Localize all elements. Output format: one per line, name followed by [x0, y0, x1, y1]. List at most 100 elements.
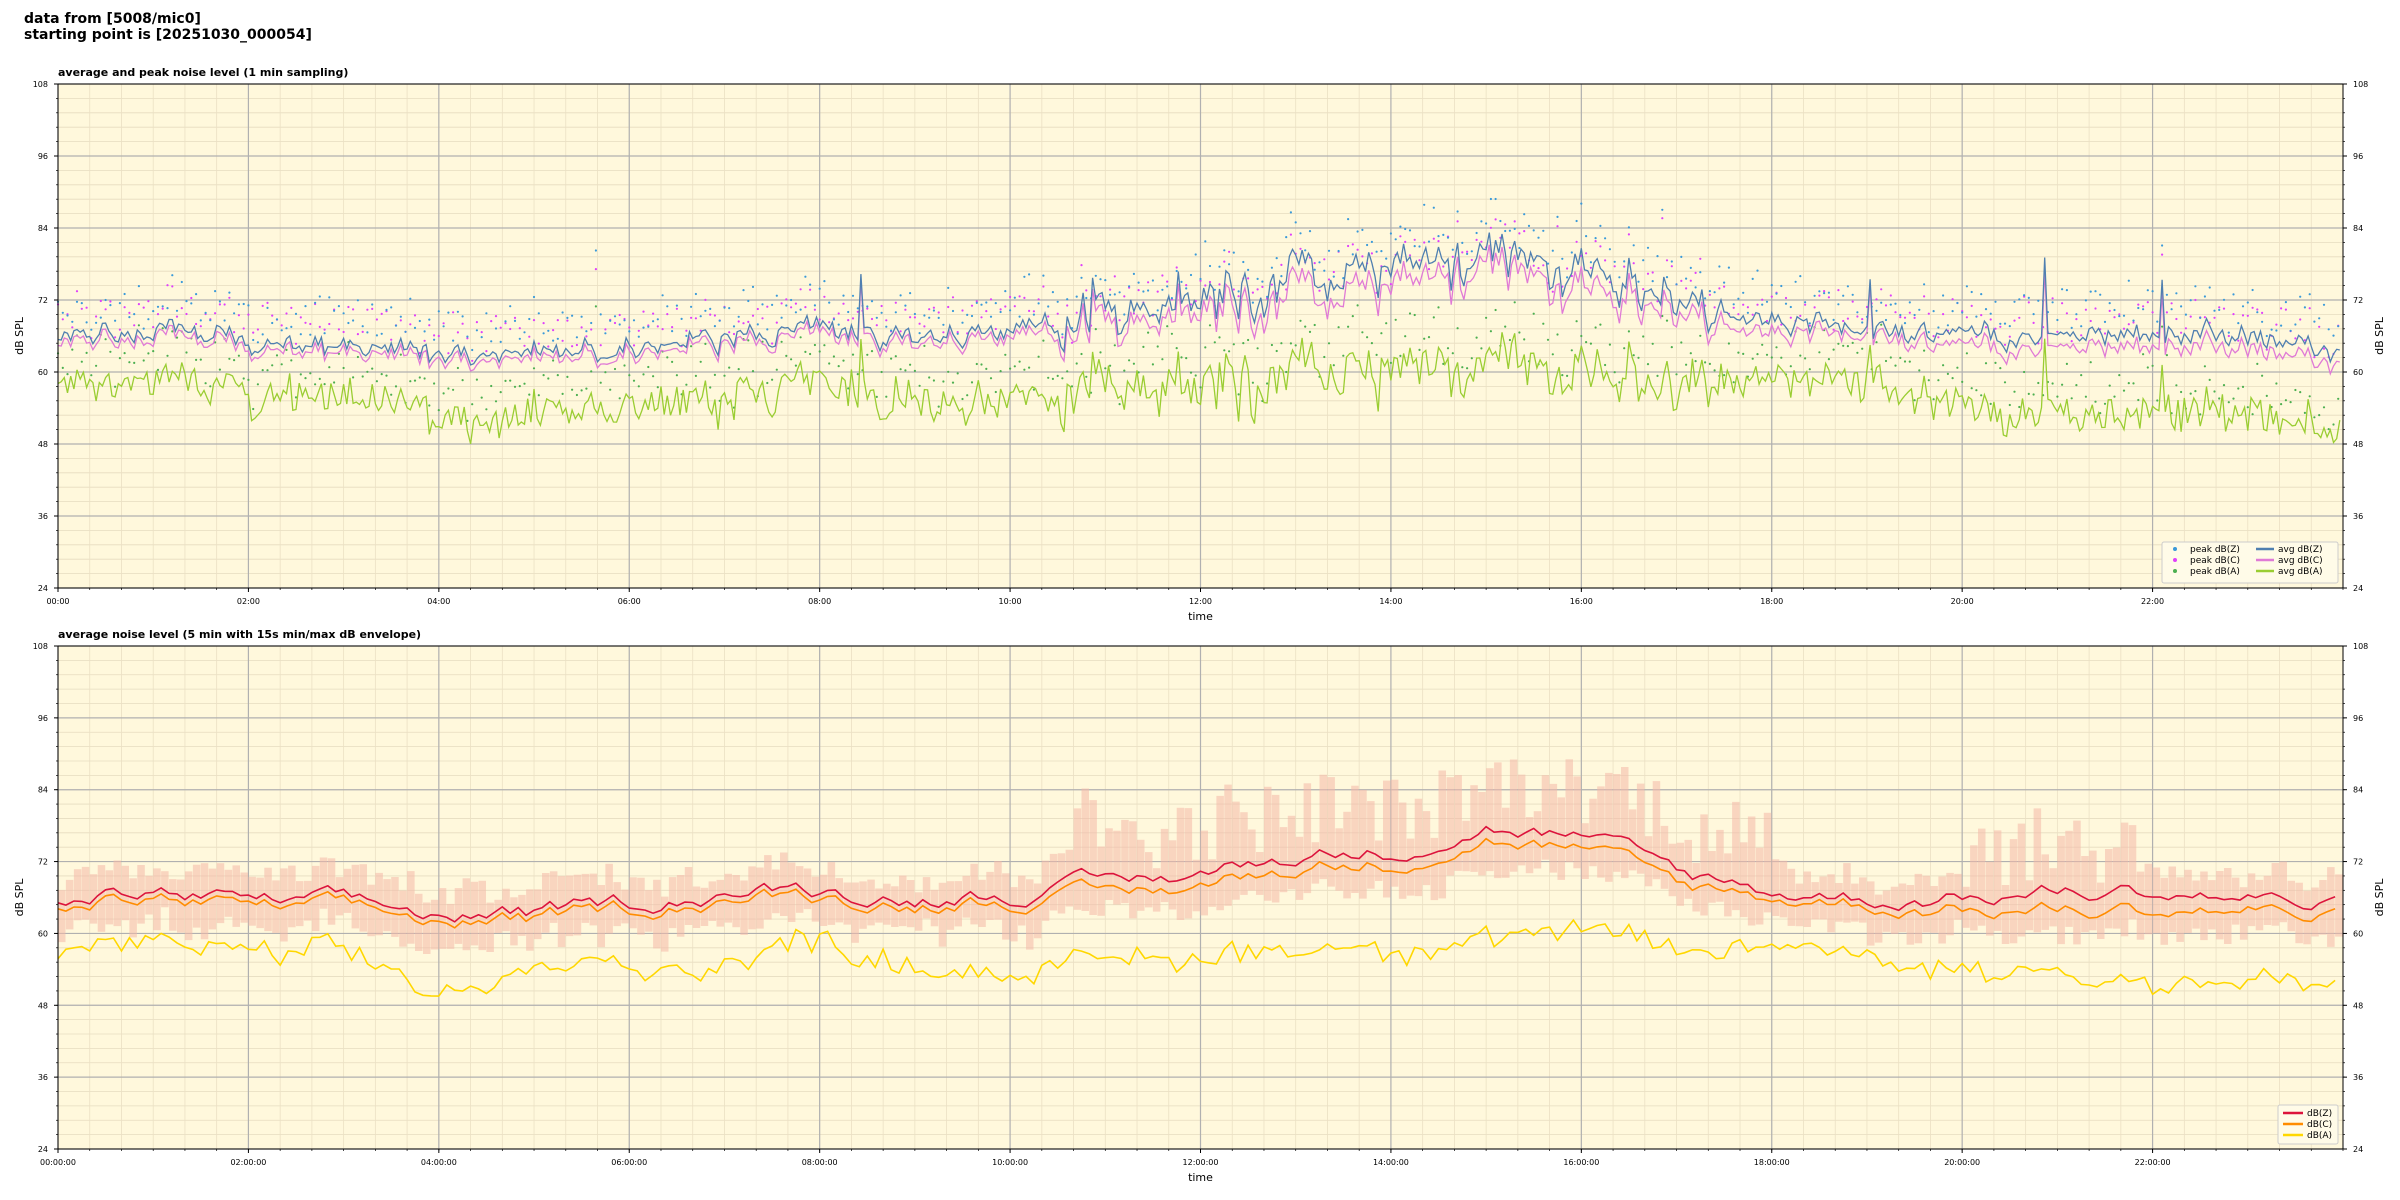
peak-point: [1751, 313, 1754, 316]
peak-point: [171, 285, 174, 288]
peak-point: [685, 383, 688, 386]
peak-point: [1023, 296, 1026, 299]
peak-point: [823, 344, 826, 347]
peak-point: [1251, 301, 1254, 304]
peak-point: [518, 337, 521, 340]
peak-point: [1451, 248, 1454, 251]
peak-point: [2142, 305, 2145, 308]
peak-point: [918, 384, 921, 387]
peak-point: [2080, 325, 2083, 328]
peak-point: [71, 348, 74, 351]
peak-point: [1680, 255, 1683, 258]
peak-point: [2280, 307, 2283, 310]
peak-point: [2061, 288, 2064, 291]
peak-point: [694, 374, 698, 377]
peak-point: [1489, 197, 1492, 201]
peak-point: [1204, 346, 1207, 349]
peak-point: [1685, 277, 1688, 280]
peak-point: [1018, 315, 1021, 318]
peak-point: [2103, 320, 2107, 323]
peak-point: [342, 366, 345, 370]
peak-point: [390, 393, 393, 396]
peak-point: [61, 318, 64, 321]
peak-point: [1999, 325, 2002, 328]
peak-point: [1280, 275, 1283, 278]
peak-point: [1918, 308, 1921, 311]
peak-point: [2089, 290, 2092, 293]
peak-point: [1846, 345, 1849, 348]
peak-point: [647, 325, 650, 328]
peak-point: [1099, 278, 1102, 281]
peak-point: [1251, 291, 1254, 294]
peak-point: [299, 333, 302, 336]
peak-point: [75, 300, 79, 303]
x-tick-label: 16:00: [1570, 597, 1593, 606]
envelope-band: [1692, 863, 1700, 912]
peak-point: [1504, 223, 1507, 226]
peak-point: [114, 336, 117, 339]
peak-point: [2056, 395, 2059, 398]
peak-point: [180, 307, 183, 310]
peak-point: [2308, 395, 2311, 398]
peak-point: [780, 340, 783, 343]
peak-point: [2284, 301, 2287, 304]
peak-point: [1661, 208, 1664, 211]
legend: dB(Z)dB(C)dB(A): [2277, 1104, 2339, 1145]
peak-point: [109, 300, 112, 303]
peak-point: [1418, 348, 1421, 351]
y-tick-label: 72: [38, 296, 48, 305]
peak-point: [171, 274, 174, 277]
peak-point: [1756, 353, 1759, 356]
x-tick-label: 08:00:00: [802, 1158, 838, 1167]
peak-point: [556, 319, 559, 322]
peak-point: [899, 294, 902, 297]
peak-point: [1542, 229, 1545, 232]
peak-point: [323, 332, 326, 335]
peak-point: [2165, 293, 2168, 296]
peak-point: [204, 311, 207, 314]
peak-point: [594, 249, 598, 252]
envelope-band: [1248, 829, 1256, 891]
peak-point: [1899, 316, 1902, 319]
peak-point: [656, 318, 659, 321]
peak-point: [133, 324, 136, 327]
peak-point: [475, 378, 478, 381]
envelope-band: [1375, 840, 1383, 881]
envelope-band: [208, 868, 217, 930]
peak-point: [175, 315, 179, 318]
peak-point: [1818, 351, 1821, 354]
peak-point: [942, 331, 945, 334]
envelope-band: [430, 899, 439, 950]
envelope-band: [1176, 807, 1185, 920]
peak-point: [1285, 236, 1288, 239]
peak-point: [690, 345, 693, 348]
envelope-band: [216, 863, 225, 924]
peak-point: [989, 377, 993, 380]
peak-point: [347, 305, 350, 309]
peak-point: [318, 325, 321, 328]
peak-point: [109, 304, 112, 307]
peak-point: [223, 303, 226, 306]
peak-point: [799, 336, 802, 339]
peak-point: [2318, 325, 2321, 328]
peak-point: [599, 344, 602, 347]
peak-point: [271, 364, 274, 367]
peak-point: [652, 312, 655, 315]
peak-point: [147, 300, 150, 303]
peak-point: [1903, 316, 1907, 319]
peak-point: [756, 307, 759, 311]
peak-point: [314, 301, 317, 304]
peak-point: [809, 283, 812, 286]
peak-point: [1232, 288, 1235, 291]
peak-point: [323, 328, 326, 331]
peak-point: [1413, 245, 1416, 248]
series-line-avg_dBZ: [57, 232, 2340, 366]
peak-point: [1880, 323, 1883, 326]
peak-point: [1013, 365, 1016, 368]
peak-point: [1804, 303, 1807, 306]
peak-point: [142, 306, 145, 309]
x-tick-label: 00:00:00: [40, 1158, 76, 1167]
peak-point: [1004, 290, 1007, 293]
y-tick-label: 96: [38, 714, 48, 723]
envelope-band: [280, 868, 288, 942]
